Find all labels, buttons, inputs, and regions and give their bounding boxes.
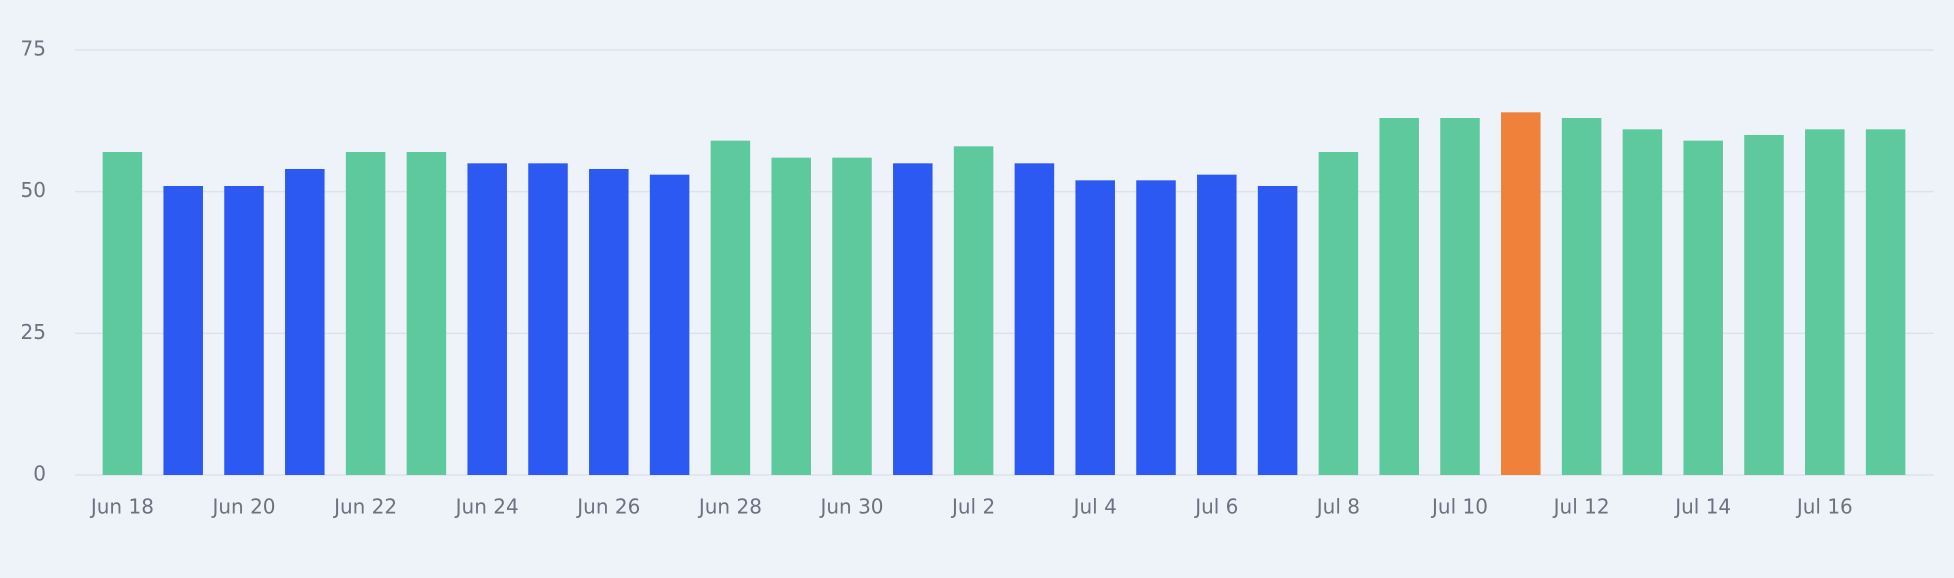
x-tick-label: Jul 12	[1552, 495, 1610, 519]
x-tick-label: Jul 16	[1795, 495, 1853, 519]
y-tick-label: 75	[21, 37, 46, 61]
bar	[771, 157, 811, 475]
bar	[224, 186, 264, 475]
bar	[1805, 129, 1845, 476]
bar	[1440, 118, 1480, 475]
x-tick-label: Jul 2	[950, 495, 995, 519]
bar	[1075, 180, 1115, 476]
bar	[1561, 118, 1602, 475]
bar	[1014, 163, 1055, 476]
bar	[1865, 129, 1906, 476]
bar	[1318, 152, 1359, 475]
bar	[102, 152, 143, 475]
bar	[345, 152, 386, 475]
y-tick-label: 50	[21, 178, 46, 202]
x-tick-label: Jun 28	[697, 495, 762, 519]
y-tick-label: 0	[33, 462, 46, 486]
bar	[1683, 140, 1723, 475]
x-tick-label: Jun 22	[332, 495, 397, 519]
x-tick-label: Jul 4	[1072, 495, 1117, 519]
y-tick-label: 25	[21, 320, 46, 344]
bar	[710, 140, 751, 475]
bar	[649, 174, 690, 475]
bar	[1379, 118, 1419, 475]
bar	[832, 157, 872, 475]
x-tick-label: Jul 6	[1193, 495, 1238, 519]
bar	[589, 169, 629, 475]
bar	[285, 169, 325, 475]
x-tick-label: Jul 14	[1673, 495, 1731, 519]
x-tick-label: Jun 26	[575, 495, 640, 519]
x-tick-label: Jun 18	[89, 495, 154, 519]
bar	[163, 186, 203, 475]
x-tick-label: Jun 24	[454, 495, 519, 519]
bar	[1622, 129, 1663, 476]
bar	[467, 163, 507, 476]
x-tick-label: Jul 8	[1315, 495, 1360, 519]
x-tick-label: Jun 20	[210, 495, 275, 519]
bar	[1501, 112, 1541, 475]
bar	[1197, 174, 1237, 475]
bar	[1744, 135, 1784, 475]
x-tick-label: Jun 30	[818, 495, 883, 519]
bar	[893, 163, 933, 476]
bar	[528, 163, 568, 476]
bar	[1257, 186, 1298, 475]
bar	[1136, 180, 1176, 476]
bar	[953, 146, 994, 476]
x-tick-label: Jul 10	[1430, 495, 1488, 519]
bar	[406, 152, 447, 475]
